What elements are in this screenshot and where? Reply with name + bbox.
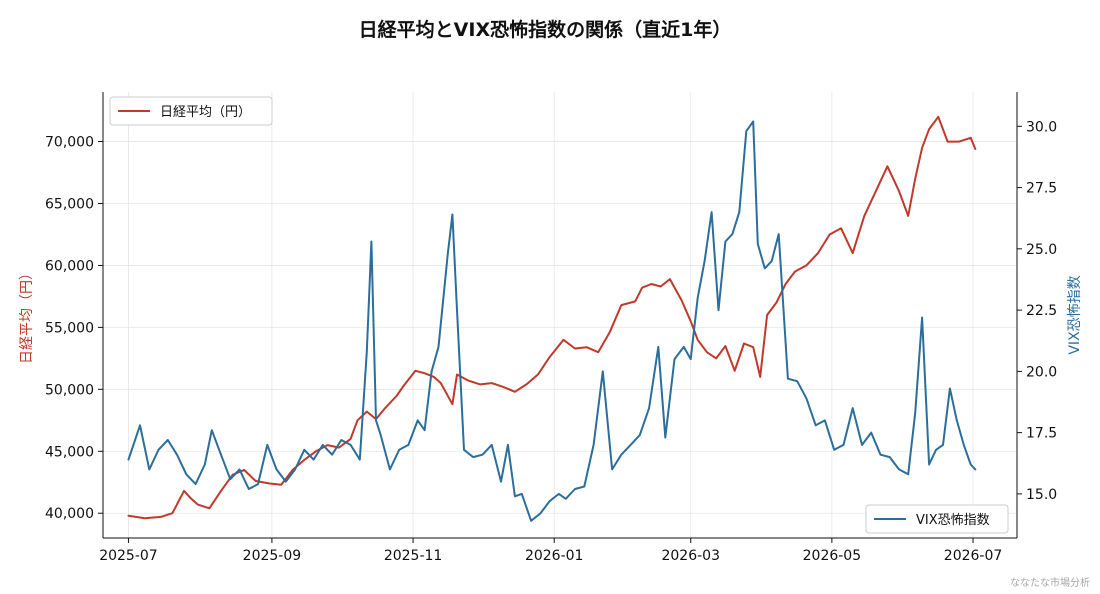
left-tick-label: 40,000 [45,506,94,522]
x-tick-label: 2026-01 [525,548,584,564]
right-tick-label: 30.0 [1026,119,1057,135]
x-tick-label: 2026-07 [944,548,1003,564]
left-tick-label: 70,000 [45,135,94,151]
grid [103,92,1017,538]
right-y-ticks: 15.0 17.5 20.0 22.5 25.0 27.5 30.0 [1017,119,1057,503]
legend-left: 日経平均（円） [109,96,273,126]
x-tick-label: 2026-03 [661,548,720,564]
left-axis-label: 日経平均（円） [19,266,35,364]
right-tick-label: 22.5 [1026,303,1057,319]
legend-left-frame [109,96,273,126]
left-tick-label: 45,000 [45,444,94,460]
axes [102,92,1018,539]
series-vix [127,120,977,522]
legend-right: VIX恐怖指数 [865,504,1009,534]
nikkei-line [127,115,977,520]
vix-line [127,120,977,522]
x-tick-label: 2026-05 [803,548,862,564]
legend-left-label: 日経平均（円） [160,105,251,120]
right-axis-label: VIX恐怖指数 [1066,275,1083,354]
x-tick-label: 2025-11 [384,548,443,564]
right-tick-label: 17.5 [1026,426,1057,442]
left-y-ticks: 40,000 45,000 50,000 55,000 60,000 65,000 70,0… [45,135,103,522]
watermark: ななたな市場分析 [1010,576,1090,589]
right-tick-label: 15.0 [1026,487,1057,503]
right-tick-label: 20.0 [1026,364,1057,380]
x-tick-label: 2025-07 [99,548,158,564]
chart-title: 日経平均とVIX恐怖指数の関係（直近1年） [359,18,732,41]
legend-right-label: VIX恐怖指数 [916,512,990,528]
right-tick-label: 27.5 [1026,181,1057,197]
series-nikkei [127,115,977,520]
x-tick-label: 2025-09 [243,548,302,564]
right-tick-label: 25.0 [1026,242,1057,258]
left-tick-label: 65,000 [45,197,94,213]
left-tick-label: 55,000 [45,320,94,336]
legend-right-frame [865,504,1009,534]
x-ticks: 2025-07 2025-09 2025-11 2026-01 2026-03 2026-… [99,538,1002,564]
left-tick-label: 50,000 [45,382,94,398]
left-tick-label: 60,000 [45,258,94,274]
